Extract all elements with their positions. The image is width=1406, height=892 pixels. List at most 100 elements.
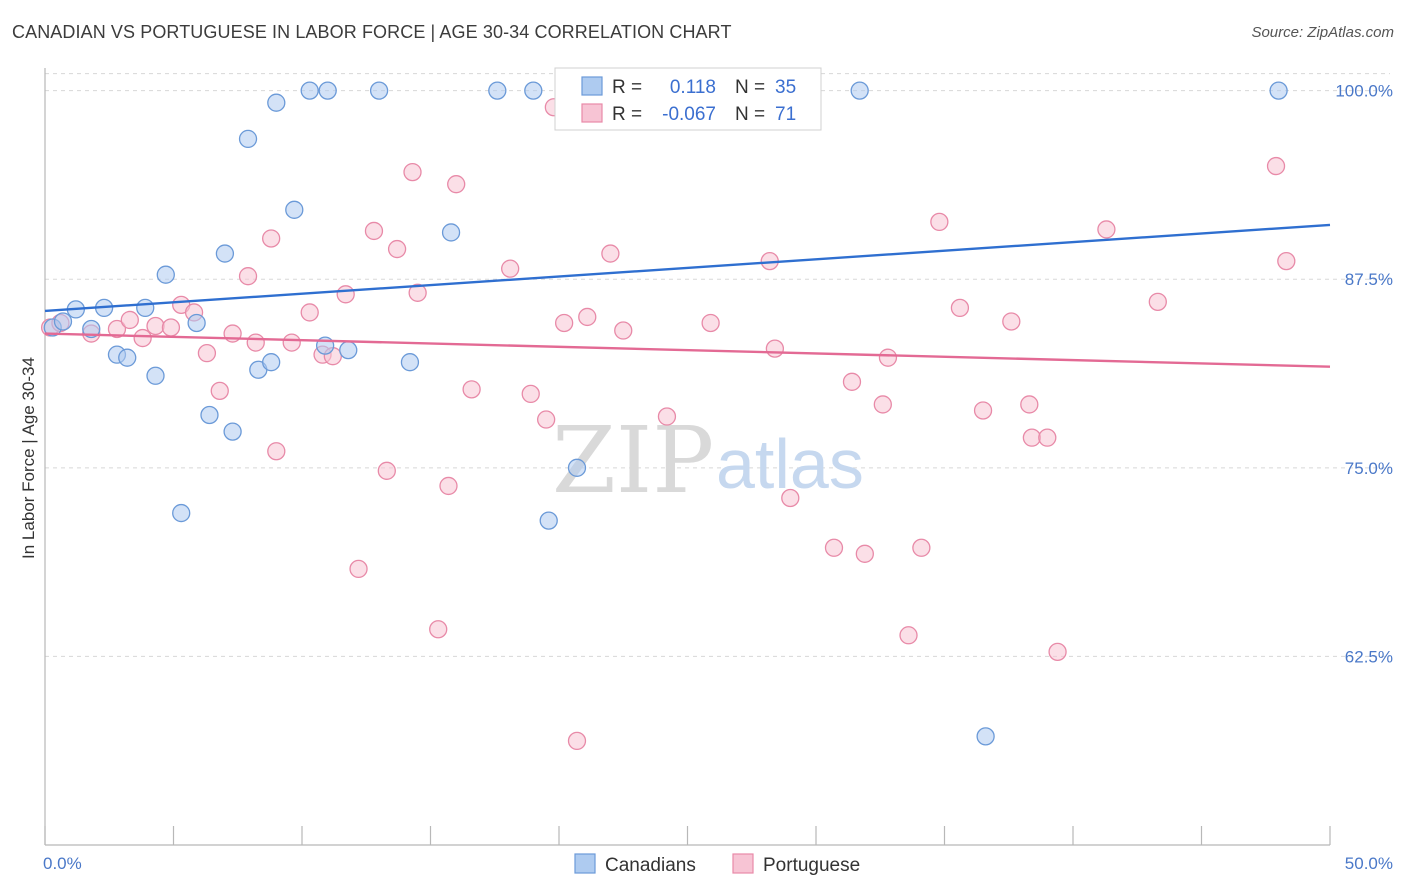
portuguese-point: [1097, 220, 1116, 239]
y-tick-labels: 62.5% 75.0% 87.5% 100.0%: [1335, 82, 1393, 667]
portuguese-point: [146, 316, 165, 336]
legend-r-label-canadians: R =: [612, 77, 642, 98]
canadians-point: [238, 129, 258, 149]
portuguese-point: [238, 267, 258, 286]
portuguese-point: [1266, 156, 1286, 176]
portuguese-point: [364, 221, 384, 241]
canadians-point: [567, 458, 587, 477]
canadians-point: [136, 298, 155, 318]
canadians-point: [369, 81, 389, 100]
portuguese-point: [614, 321, 633, 340]
portuguese-point: [1148, 292, 1167, 312]
canadians-point: [285, 200, 304, 219]
portuguese-point: [377, 461, 396, 480]
canadians-point: [200, 405, 219, 425]
legend-swatch-canadians: [581, 76, 603, 96]
portuguese-point: [701, 313, 720, 333]
legend-n-label-canadians: N =: [735, 77, 765, 98]
canadians-point: [53, 312, 73, 331]
canadians-point: [262, 353, 281, 372]
portuguese-point: [267, 442, 286, 461]
portuguese-point: [781, 488, 800, 508]
portuguese-point: [878, 348, 898, 367]
portuguese-point: [1022, 428, 1042, 447]
portuguese-point: [950, 298, 970, 318]
canadians-point: [172, 503, 191, 523]
trend-layer: [44, 223, 1331, 368]
canadians-point: [267, 93, 286, 112]
x-tick-label-min: 0.0%: [43, 854, 82, 873]
y-axis-title: In Labor Force | Age 30-34: [19, 357, 38, 559]
canadians-point: [187, 313, 206, 333]
series-legend: Canadians Portuguese: [574, 853, 860, 876]
legend-r-value-canadians: 0.118: [670, 77, 716, 98]
portuguese-point: [537, 410, 556, 429]
canadians-point: [524, 81, 543, 100]
canadians-point: [488, 81, 507, 100]
portuguese-point: [601, 244, 620, 263]
portuguese-point: [403, 162, 422, 182]
portuguese-point: [657, 407, 677, 426]
portuguese-point: [300, 303, 319, 322]
legend-n-label-portuguese: N =: [735, 104, 765, 125]
portuguese-point: [246, 333, 265, 352]
canadians-point: [1269, 81, 1288, 100]
portuguese-point: [462, 380, 481, 399]
canadians-point: [156, 265, 175, 284]
legend-n-value-portuguese: 71: [775, 104, 796, 125]
portuguese-point: [133, 328, 152, 348]
portuguese-point: [1020, 395, 1039, 414]
portuguese-point: [161, 318, 181, 337]
portuguese-point: [408, 283, 427, 302]
portuguese-point: [197, 344, 217, 363]
portuguese-point: [1048, 642, 1067, 662]
points-layer: [40, 81, 1296, 751]
portuguese-point: [336, 285, 355, 304]
portuguese-point: [855, 544, 874, 563]
canadians-point: [300, 81, 319, 100]
portuguese-point: [899, 626, 918, 645]
portuguese-point: [554, 313, 574, 333]
bottom-legend-swatch-portuguese: [732, 853, 754, 874]
portuguese-point: [1038, 428, 1057, 447]
canadians-point: [339, 340, 358, 360]
canadians-point: [400, 353, 420, 372]
canadians-point: [82, 319, 101, 339]
portuguese-point: [262, 229, 281, 248]
portuguese-point: [120, 310, 139, 330]
portuguese-point: [1002, 312, 1021, 331]
portuguese-point: [930, 212, 949, 232]
canadians-point: [146, 366, 165, 385]
portuguese-point: [873, 395, 892, 414]
portuguese-point: [824, 538, 844, 557]
bottom-legend-swatch-canadians: [574, 853, 596, 874]
y-tick-label: 62.5%: [1345, 647, 1393, 666]
chart-title: CANADIAN VS PORTUGUESE IN LABOR FORCE | …: [12, 22, 732, 42]
portuguese-point: [447, 175, 466, 194]
portuguese-point: [1277, 251, 1296, 271]
portuguese-point: [429, 620, 448, 639]
canadians-point: [976, 727, 995, 746]
legend-r-value-portuguese: -0.067: [662, 104, 716, 125]
bottom-legend-label-canadians: Canadians: [605, 855, 696, 876]
y-tick-label: 100.0%: [1335, 82, 1393, 101]
stats-legend: R = 0.118 N = 35 R = -0.067 N = 71: [554, 67, 822, 131]
portuguese-point: [521, 384, 540, 404]
portuguese-trend-line: [44, 332, 1331, 368]
canadians-point: [118, 348, 137, 367]
canadians-trend-line: [44, 223, 1331, 313]
portuguese-point: [842, 372, 862, 391]
canadians-point: [215, 244, 235, 263]
portuguese-point: [349, 559, 368, 579]
x-tick-label-max: 50.0%: [1345, 854, 1393, 873]
chart-source: Source: ZipAtlas.com: [1251, 24, 1394, 41]
legend-swatch-portuguese: [581, 103, 603, 123]
x-tick-marks: [44, 826, 1331, 845]
portuguese-point: [210, 381, 229, 401]
portuguese-point: [439, 476, 458, 496]
y-tick-label: 75.0%: [1345, 459, 1393, 478]
portuguese-point: [107, 319, 127, 339]
y-tick-label: 87.5%: [1345, 270, 1393, 289]
portuguese-point: [282, 333, 301, 352]
